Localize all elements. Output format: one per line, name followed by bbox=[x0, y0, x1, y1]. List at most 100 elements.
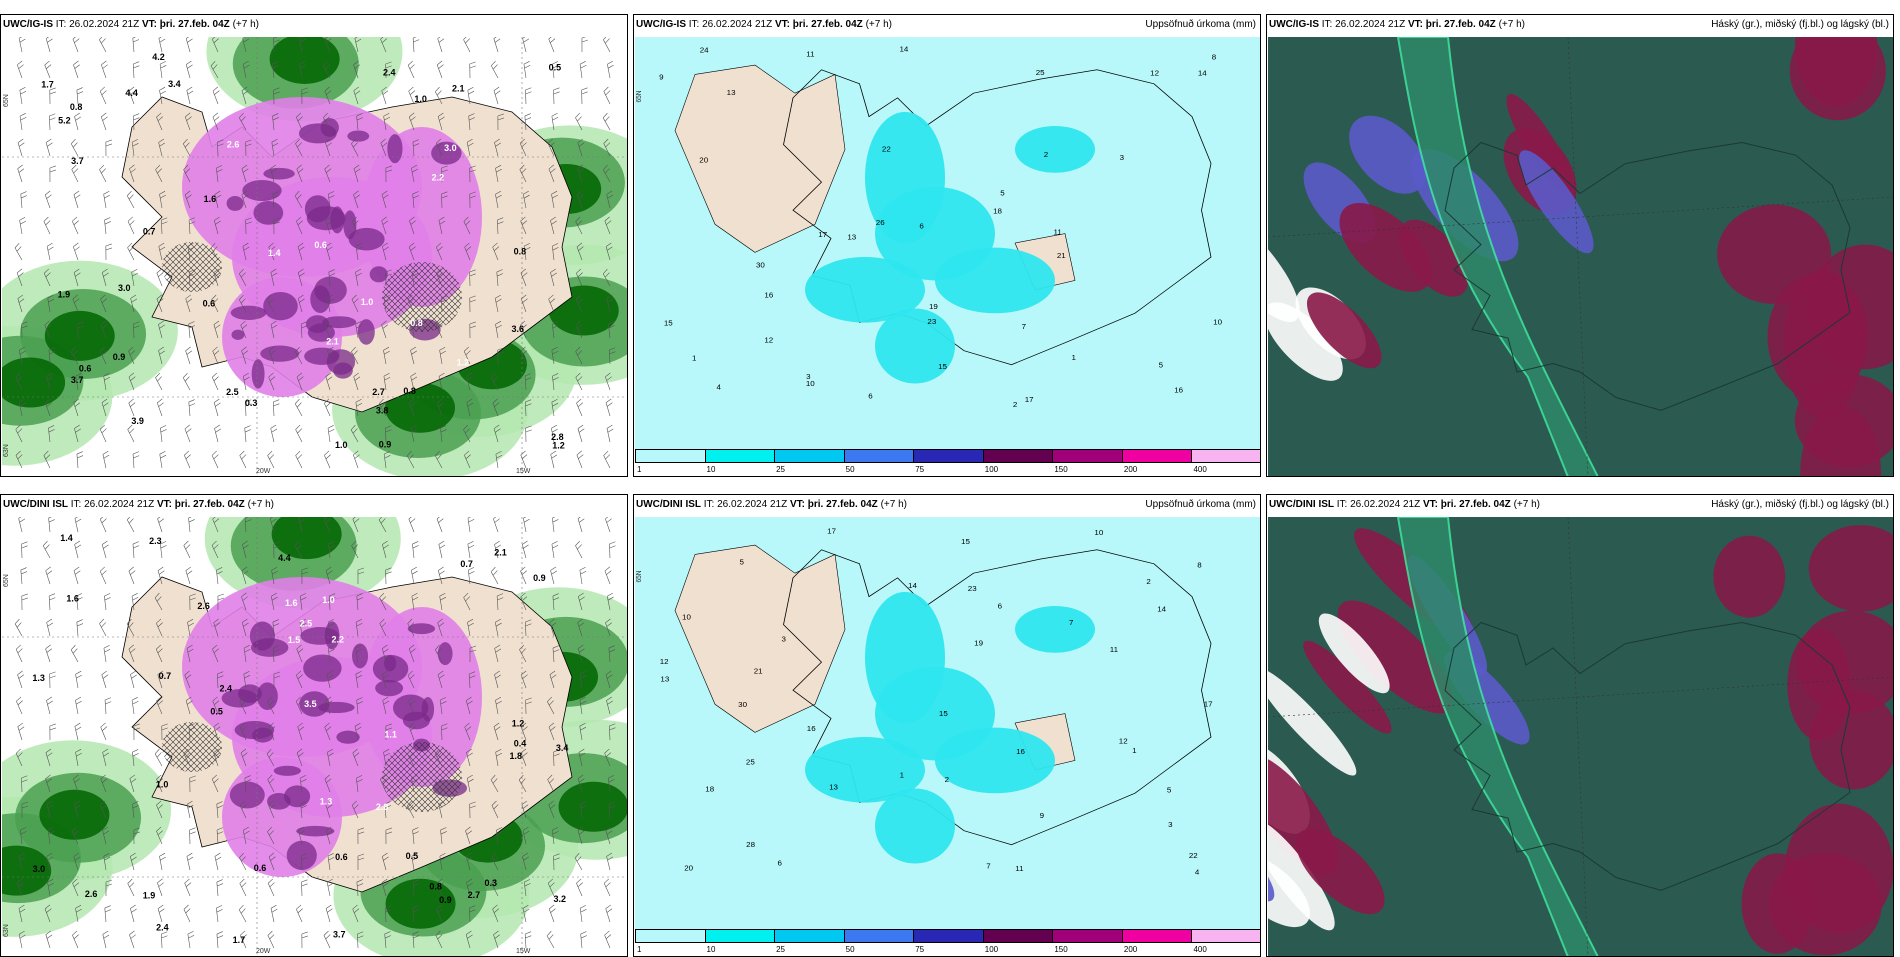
value-label: 20 bbox=[699, 156, 708, 165]
value-label: 4 bbox=[1195, 868, 1200, 877]
panel-title: UWC/IG-IS IT: 26.02.2024 21Z VT: þri. 27… bbox=[636, 19, 892, 30]
value-label: 28 bbox=[746, 840, 755, 849]
value-label: 2 bbox=[945, 775, 949, 784]
value-label: 19 bbox=[974, 639, 983, 648]
value-label: 3 bbox=[782, 635, 786, 644]
value-label: 17 bbox=[1204, 700, 1213, 709]
axis-label: 20W bbox=[256, 468, 271, 475]
value-label: 9 bbox=[659, 73, 663, 82]
cloud-map bbox=[1268, 517, 1894, 957]
value-label: 0.9 bbox=[379, 440, 392, 450]
value-label: 15 bbox=[938, 362, 947, 371]
value-label: 0.7 bbox=[143, 227, 156, 237]
axis-label: 20W bbox=[256, 948, 271, 955]
value-label: 1.4 bbox=[60, 533, 73, 543]
value-label: 1.1 bbox=[384, 730, 397, 740]
axis-label: 15W bbox=[516, 468, 531, 475]
value-label: 17 bbox=[818, 230, 827, 239]
value-label: 16 bbox=[1174, 386, 1183, 395]
value-label: 7 bbox=[1022, 322, 1026, 331]
value-label: 12 bbox=[660, 657, 669, 666]
value-label: 14 bbox=[1198, 69, 1208, 78]
value-label: 6 bbox=[919, 222, 923, 231]
value-label: 0.5 bbox=[406, 851, 419, 861]
value-label: 6 bbox=[998, 602, 1002, 611]
value-label: 23 bbox=[927, 317, 936, 326]
axis-label: 63N bbox=[3, 924, 10, 937]
value-label: 5 bbox=[739, 558, 743, 567]
value-label: 0.8 bbox=[410, 318, 423, 328]
value-label: 2.7 bbox=[468, 890, 481, 900]
axis-label: 63N bbox=[3, 444, 10, 457]
value-label: 16 bbox=[1016, 747, 1025, 756]
value-label: 21 bbox=[1057, 251, 1066, 260]
cloud-map bbox=[1268, 37, 1894, 477]
value-label: 30 bbox=[756, 261, 765, 270]
colorbar-segment bbox=[1052, 929, 1123, 943]
colorbar-label: 50 bbox=[846, 465, 855, 474]
colorbar-segment bbox=[774, 449, 845, 463]
value-label: 0.6 bbox=[79, 363, 92, 373]
value-label: 8 bbox=[1197, 561, 1201, 570]
value-label: 13 bbox=[829, 783, 838, 792]
value-label: 3.4 bbox=[168, 79, 181, 89]
value-label: 14 bbox=[899, 45, 909, 54]
value-label: 1.2 bbox=[457, 357, 470, 367]
colorbar-label: 75 bbox=[915, 465, 924, 474]
value-label: 1.0 bbox=[156, 780, 169, 790]
value-label: 0.6 bbox=[335, 852, 348, 862]
value-label: 3.5 bbox=[304, 699, 317, 709]
axis-label: 65N bbox=[3, 94, 10, 107]
panel-top-mid: UWC/IG-IS IT: 26.02.2024 21Z VT: þri. 27… bbox=[633, 14, 1261, 477]
value-label: 1.9 bbox=[143, 890, 156, 900]
value-label: 1.8 bbox=[509, 751, 522, 761]
value-label: 3 bbox=[1168, 820, 1172, 829]
value-label: 3.6 bbox=[512, 324, 525, 334]
value-label: 0.3 bbox=[245, 398, 258, 408]
value-label: 4 bbox=[717, 383, 722, 392]
value-label: 11 bbox=[1015, 864, 1023, 873]
panel-top-right: UWC/IG-IS IT: 26.02.2024 21Z VT: þri. 27… bbox=[1266, 14, 1894, 477]
value-label: 2.1 bbox=[494, 547, 507, 557]
value-label: 12 bbox=[764, 336, 773, 345]
value-label: 1.0 bbox=[335, 440, 348, 450]
value-label: 2.2 bbox=[432, 172, 445, 182]
value-label: 1.3 bbox=[320, 797, 333, 807]
value-label: 17 bbox=[1025, 395, 1034, 404]
value-label: 7 bbox=[1069, 618, 1073, 627]
value-label: 0.9 bbox=[113, 352, 126, 362]
value-label: 5.2 bbox=[58, 116, 71, 126]
colorbar-segment bbox=[844, 449, 915, 463]
value-label: 0.6 bbox=[254, 863, 267, 873]
value-label: 20 bbox=[684, 864, 693, 873]
value-label: 25 bbox=[1036, 68, 1045, 77]
value-label: 2.3 bbox=[149, 536, 162, 546]
panel-field-title: Uppsöfnuð úrkoma (mm) bbox=[1145, 499, 1256, 510]
value-label: 13 bbox=[660, 675, 669, 684]
value-label: 3.8 bbox=[376, 405, 389, 415]
value-label: 2.1 bbox=[452, 84, 465, 94]
value-label: 26 bbox=[876, 218, 885, 227]
value-label: 1.6 bbox=[66, 594, 79, 604]
value-label: 2.5 bbox=[226, 387, 239, 397]
value-label: 2 bbox=[1013, 400, 1017, 409]
value-label: 7 bbox=[986, 862, 990, 871]
value-label: 1.6 bbox=[204, 194, 217, 204]
colorbar-label: 200 bbox=[1124, 465, 1137, 474]
axis-label: 65N bbox=[3, 574, 10, 587]
value-label: 22 bbox=[1189, 851, 1198, 860]
value-label: 0.8 bbox=[429, 881, 442, 891]
value-label: 1.2 bbox=[552, 441, 565, 451]
colorbar-segment bbox=[705, 929, 776, 943]
colorbar-segment bbox=[1122, 929, 1193, 943]
value-label: 16 bbox=[764, 291, 773, 300]
value-label: 3.0 bbox=[33, 864, 46, 874]
value-label: 2.4 bbox=[220, 683, 233, 693]
colorbar-segment bbox=[1191, 929, 1261, 943]
value-label: 2 bbox=[1044, 150, 1048, 159]
wind-map: 0.80.71.71.00.90.80.62.13.62.50.81.21.92… bbox=[2, 37, 628, 477]
value-label: 3.2 bbox=[553, 894, 566, 904]
value-label: 15 bbox=[961, 537, 970, 546]
value-label: 10 bbox=[1213, 318, 1222, 327]
